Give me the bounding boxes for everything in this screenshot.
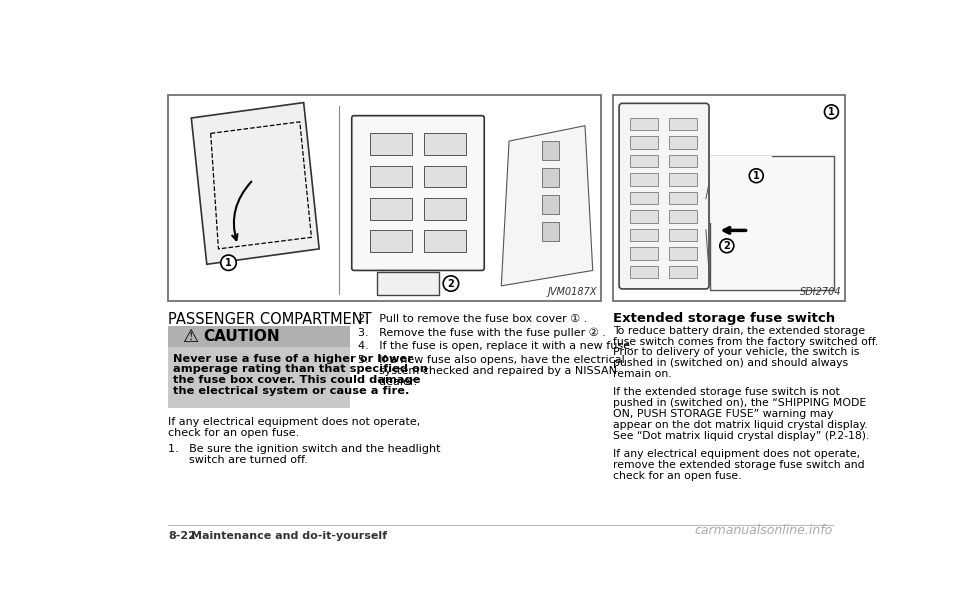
Bar [168,95,601,301]
Bar [370,166,412,188]
Text: 1: 1 [828,107,835,117]
Text: fuse switch comes from the factory switched off.: fuse switch comes from the factory switc… [612,337,878,346]
Text: check for an open fuse.: check for an open fuse. [612,470,741,481]
Bar [669,136,697,149]
FancyBboxPatch shape [351,115,484,271]
Text: Prior to delivery of your vehicle, the switch is: Prior to delivery of your vehicle, the s… [612,348,859,357]
Text: 5.   If a new fuse also opens, have the electrical: 5. If a new fuse also opens, have the el… [358,355,625,365]
Bar [669,155,697,167]
Text: CAUTION: CAUTION [203,329,279,344]
Bar [542,141,560,160]
Text: ON, PUSH STORAGE FUSE” warning may: ON, PUSH STORAGE FUSE” warning may [612,409,833,419]
Bar [370,198,412,219]
Bar [669,192,697,204]
Circle shape [221,255,236,271]
Text: dealer.: dealer. [358,377,417,387]
Text: remove the extended storage fuse switch and: remove the extended storage fuse switch … [612,460,865,470]
Text: 8-22: 8-22 [168,532,196,541]
Text: appear on the dot matrix liquid crystal display.: appear on the dot matrix liquid crystal … [612,420,868,430]
Bar [669,174,697,186]
Text: 2.   Pull to remove the fuse box cover ① .: 2. Pull to remove the fuse box cover ① . [358,313,588,324]
Text: See “Dot matrix liquid crystal display” (P.2-18).: See “Dot matrix liquid crystal display” … [612,431,869,441]
Bar [423,166,467,188]
Bar [669,247,697,260]
Bar [370,133,412,155]
Circle shape [750,169,763,183]
Text: check for an open fuse.: check for an open fuse. [168,428,300,437]
Bar [630,210,658,222]
Polygon shape [191,103,319,265]
Text: 1: 1 [753,170,759,181]
Text: If any electrical equipment does not operate,: If any electrical equipment does not ope… [168,417,420,426]
Text: Extended storage fuse switch: Extended storage fuse switch [612,312,835,325]
Text: If the extended storage fuse switch is not: If the extended storage fuse switch is n… [612,387,840,398]
Text: amperage rating than that specified on: amperage rating than that specified on [174,364,428,375]
Bar [630,118,658,130]
Text: SDI2704: SDI2704 [800,287,842,298]
Bar [630,192,658,204]
Bar [630,247,658,260]
Bar [630,229,658,241]
Text: switch are turned off.: switch are turned off. [168,455,308,465]
Bar [669,266,697,278]
Bar [709,156,772,222]
Bar [168,348,350,408]
Bar [709,156,834,290]
Text: 1: 1 [226,258,232,268]
Text: the fuse box cover. This could damage: the fuse box cover. This could damage [174,375,421,385]
Text: PASSENGER COMPARTMENT: PASSENGER COMPARTMENT [168,312,372,327]
Bar [168,326,350,348]
Text: 3.   Remove the fuse with the fuse puller ② .: 3. Remove the fuse with the fuse puller … [358,327,606,338]
Bar [669,210,697,222]
Bar [542,195,560,214]
Circle shape [720,239,733,253]
Bar [377,272,440,295]
Text: If any electrical equipment does not operate,: If any electrical equipment does not ope… [612,449,860,459]
Bar [423,133,467,155]
Bar [630,136,658,149]
FancyBboxPatch shape [619,103,709,289]
Bar [423,230,467,252]
Text: To reduce battery drain, the extended storage: To reduce battery drain, the extended st… [612,326,865,336]
Text: 2: 2 [724,241,731,251]
Circle shape [444,276,459,291]
Bar [630,174,658,186]
Text: pushed in (switched on) and should always: pushed in (switched on) and should alway… [612,358,848,368]
Bar [542,222,560,241]
Text: carmanualsonline.info: carmanualsonline.info [695,524,833,537]
Text: the electrical system or cause a fire.: the electrical system or cause a fire. [174,386,410,396]
Bar [612,95,846,301]
Text: 2: 2 [447,279,454,288]
Bar [542,168,560,188]
Bar [669,229,697,241]
Bar [669,118,697,130]
Bar [630,155,658,167]
Text: remain on.: remain on. [612,369,672,379]
Text: pushed in (switched on), the “SHIPPING MODE: pushed in (switched on), the “SHIPPING M… [612,398,866,408]
Text: Never use a fuse of a higher or lower: Never use a fuse of a higher or lower [174,354,414,364]
Text: ⚠: ⚠ [181,327,198,346]
Text: Maintenance and do-it-yourself: Maintenance and do-it-yourself [191,532,388,541]
Polygon shape [501,126,592,286]
Circle shape [825,105,838,119]
Text: 1.   Be sure the ignition switch and the headlight: 1. Be sure the ignition switch and the h… [168,444,441,455]
Bar [370,230,412,252]
Text: 4.   If the fuse is open, replace it with a new fuse.: 4. If the fuse is open, replace it with … [358,342,634,351]
Text: JVM0187X: JVM0187X [547,287,596,298]
Bar [630,266,658,278]
Text: system checked and repaired by a NISSAN: system checked and repaired by a NISSAN [358,366,617,376]
Bar [423,198,467,219]
